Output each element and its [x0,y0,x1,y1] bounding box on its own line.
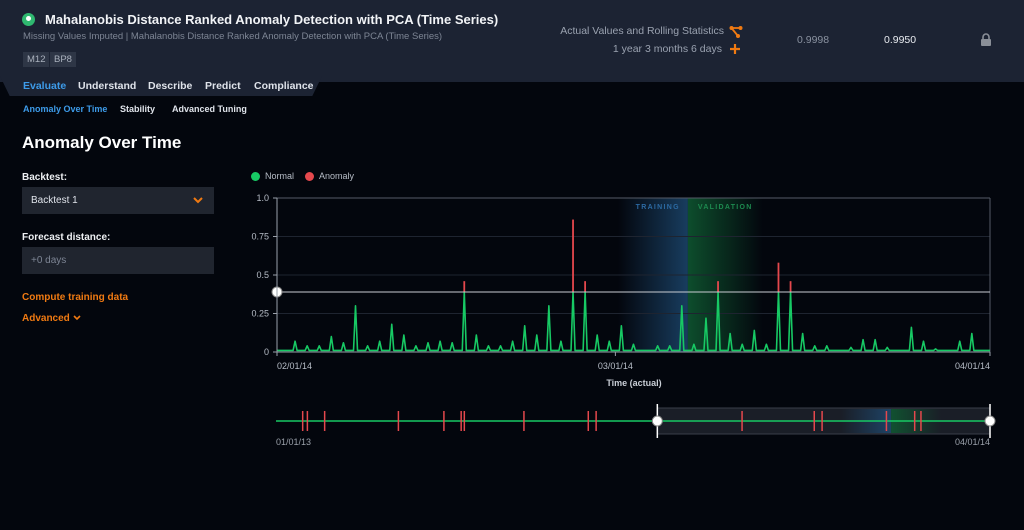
training-duration: 1 year 3 months 6 days [612,43,722,55]
branch-icon[interactable] [729,25,743,39]
normal-dot-icon [251,171,260,181]
feature-list-name[interactable]: Actual Values and Rolling Statistics [560,25,724,37]
x-axis-label: Time (actual) [606,378,661,388]
tab-bar [0,76,322,96]
chevron-down-icon [193,197,203,204]
subtab-advanced-tuning[interactable]: Advanced Tuning [172,104,247,114]
backtest-value: Backtest 1 [31,195,78,206]
legend-normal[interactable]: Normal [251,171,294,181]
backtest-select[interactable]: Backtest 1 [22,187,214,214]
model-title: Mahalanobis Distance Ranked Anomaly Dete… [45,12,499,27]
badge-blueprint: BP8 [50,52,76,67]
navigator-left-handle[interactable] [651,415,663,427]
tab-compliance[interactable]: Compliance [254,80,314,92]
y-tick-label: 0.75 [251,232,269,242]
model-subtitle: Missing Values Imputed | Mahalanobis Dis… [23,31,443,42]
anomaly-dot-icon [305,171,314,181]
page-title: Anomaly Over Time [22,133,182,152]
validation-score: 0.9998 [797,34,830,46]
model-header [0,0,1024,82]
advanced-toggle[interactable]: Advanced [22,313,81,324]
navigator-end-label: 04/01/14 [955,437,990,447]
legend-anomaly-label: Anomaly [319,171,355,181]
x-tick-label: 02/01/14 [277,361,312,371]
subtab-anomaly-over-time[interactable]: Anomaly Over Time [23,104,108,114]
navigator-right-handle[interactable] [984,415,996,427]
plus-icon[interactable] [729,43,741,55]
compute-training-data-link[interactable]: Compute training data [22,292,129,303]
backtest-label: Backtest: [22,172,68,183]
x-tick-label: 04/01/14 [955,361,990,371]
tab-describe[interactable]: Describe [148,80,193,92]
chevron-down-icon [73,315,81,321]
forecast-distance-label: Forecast distance: [22,232,111,243]
normal-series-line [277,291,990,352]
x-tick-label: 03/01/14 [598,361,633,371]
y-tick-label: 0 [264,347,269,357]
badge-model-number: M12 [23,52,50,67]
y-tick-label: 0.5 [256,270,269,280]
lock-icon [981,33,991,46]
model-icon [22,13,35,26]
validation-label: VALIDATION [698,204,753,211]
y-tick-label: 0.25 [251,309,269,319]
legend-anomaly[interactable]: Anomaly [305,171,354,181]
forecast-distance-input[interactable]: +0 days [22,247,214,274]
training-label: TRAINING [636,204,680,211]
legend-normal-label: Normal [265,171,295,181]
advanced-label: Advanced [22,313,70,324]
y-tick-label: 1.0 [256,193,269,203]
tab-evaluate[interactable]: Evaluate [23,80,67,92]
navigator-start-label: 01/01/13 [276,437,311,447]
subtab-stability[interactable]: Stability [120,104,156,114]
tab-predict[interactable]: Predict [205,80,241,92]
tab-understand[interactable]: Understand [78,80,137,92]
backtest-score: 0.9950 [884,34,917,46]
